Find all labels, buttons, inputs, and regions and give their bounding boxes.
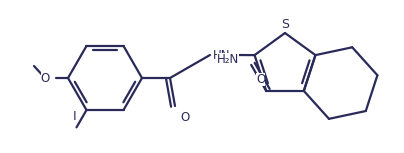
Text: O: O: [180, 111, 189, 124]
Text: O: O: [41, 71, 50, 84]
Text: O: O: [256, 73, 265, 86]
Text: H₂N: H₂N: [217, 53, 239, 66]
Text: HN: HN: [213, 49, 231, 62]
Text: S: S: [281, 18, 289, 31]
Text: I: I: [73, 110, 76, 123]
